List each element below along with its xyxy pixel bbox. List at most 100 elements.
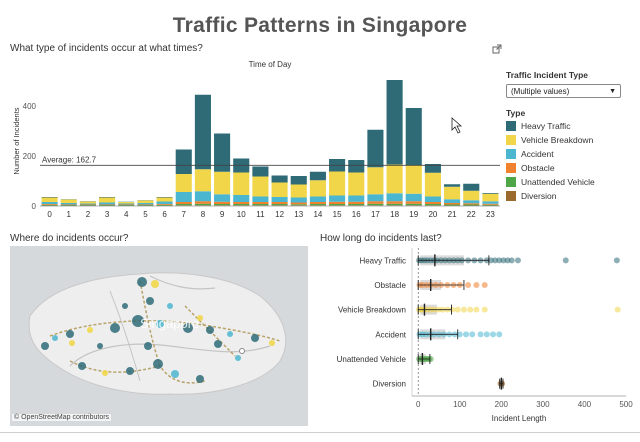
bar-segment-obstacle[interactable] (348, 201, 365, 204)
bar-segment-obstacle[interactable] (290, 202, 307, 205)
bar-segment-heavy-traffic[interactable] (482, 193, 499, 194)
bar-segment-heavy-traffic[interactable] (348, 160, 365, 173)
data-point[interactable] (496, 257, 503, 264)
bar-segment-unattended-vehicle[interactable] (233, 204, 250, 206)
legend-item-unattended-vehicle[interactable]: Unattended Vehicle (506, 176, 631, 188)
bar-segment-accident[interactable] (79, 203, 96, 205)
data-point[interactable] (460, 306, 467, 313)
bar-segment-unattended-vehicle[interactable] (41, 204, 58, 206)
bar-segment-obstacle[interactable] (175, 202, 192, 204)
bar-segment-obstacle[interactable] (424, 202, 441, 204)
bar-segment-vehicle-breakdown[interactable] (79, 201, 96, 204)
bar-segment-vehicle-breakdown[interactable] (348, 172, 365, 196)
bar-segment-unattended-vehicle[interactable] (424, 204, 441, 206)
bar-segment-unattended-vehicle[interactable] (386, 203, 403, 206)
data-point[interactable] (496, 331, 503, 338)
bar-segment-heavy-traffic[interactable] (424, 164, 441, 173)
bar-segment-vehicle-breakdown[interactable] (309, 180, 326, 197)
bar-segment-heavy-traffic[interactable] (290, 176, 307, 185)
bar-segment-heavy-traffic[interactable] (99, 197, 116, 198)
bar-segment-obstacle[interactable] (194, 201, 211, 204)
bar-segment-obstacle[interactable] (79, 204, 96, 206)
bar-segment-vehicle-breakdown[interactable] (482, 193, 499, 202)
bar-segment-heavy-traffic[interactable] (214, 133, 231, 172)
bar-segment-heavy-traffic[interactable] (386, 80, 403, 165)
bar-segment-accident[interactable] (99, 202, 116, 205)
bar-segment-unattended-vehicle[interactable] (60, 205, 77, 206)
bar-segment-obstacle[interactable] (99, 204, 116, 206)
bar-segment-accident[interactable] (60, 203, 77, 205)
bar-segment-accident[interactable] (463, 200, 480, 204)
data-point[interactable] (473, 306, 480, 313)
bar-segment-heavy-traffic[interactable] (444, 184, 461, 187)
bar-segment-unattended-vehicle[interactable] (194, 203, 211, 206)
bar-segment-vehicle-breakdown[interactable] (99, 197, 116, 203)
bar-segment-accident[interactable] (290, 197, 307, 203)
data-point[interactable] (487, 257, 494, 264)
bar-segment-obstacle[interactable] (386, 201, 403, 204)
data-point[interactable] (465, 282, 472, 288)
bar-segment-vehicle-breakdown[interactable] (424, 172, 441, 197)
bar-segment-heavy-traffic[interactable] (156, 197, 173, 198)
bar-segment-accident[interactable] (214, 194, 231, 202)
data-point[interactable] (481, 282, 488, 288)
data-point[interactable] (613, 257, 620, 264)
bar-segment-unattended-vehicle[interactable] (156, 204, 173, 206)
bar-segment-obstacle[interactable] (252, 202, 269, 204)
bar-segment-unattended-vehicle[interactable] (99, 205, 116, 206)
bar-segment-accident[interactable] (194, 191, 211, 202)
bar-segment-unattended-vehicle[interactable] (271, 204, 288, 206)
share-icon[interactable] (492, 44, 502, 54)
bar-segment-accident[interactable] (233, 195, 250, 202)
bar-segment-obstacle[interactable] (60, 204, 77, 206)
bar-segment-heavy-traffic[interactable] (405, 108, 422, 165)
incident-type-filter-dropdown[interactable]: (Multiple values) ▼ (506, 84, 621, 98)
bar-segment-vehicle-breakdown[interactable] (463, 190, 480, 201)
legend-item-accident[interactable]: Accident (506, 148, 631, 160)
bar-segment-heavy-traffic[interactable] (463, 183, 480, 191)
bar-segment-vehicle-breakdown[interactable] (214, 171, 231, 195)
bar-segment-vehicle-breakdown[interactable] (175, 174, 192, 192)
bar-segment-accident[interactable] (309, 196, 326, 203)
data-point[interactable] (500, 257, 507, 264)
bar-segment-heavy-traffic[interactable] (41, 197, 58, 198)
bar-segment-accident[interactable] (348, 195, 365, 202)
data-point[interactable] (514, 257, 521, 264)
bar-segment-obstacle[interactable] (137, 204, 154, 206)
bar-segment-heavy-traffic[interactable] (175, 149, 192, 175)
data-point[interactable] (454, 306, 461, 313)
bar-segment-vehicle-breakdown[interactable] (118, 202, 135, 204)
bar-segment-unattended-vehicle[interactable] (175, 204, 192, 206)
bar-segment-unattended-vehicle[interactable] (367, 203, 384, 206)
bar-segment-accident[interactable] (41, 202, 58, 204)
bar-segment-obstacle[interactable] (271, 202, 288, 204)
bar-segment-obstacle[interactable] (309, 202, 326, 204)
bar-segment-vehicle-breakdown[interactable] (41, 197, 58, 203)
bar-segment-accident[interactable] (405, 193, 422, 202)
bar-segment-heavy-traffic[interactable] (367, 129, 384, 168)
bar-segment-heavy-traffic[interactable] (252, 166, 269, 177)
bar-segment-obstacle[interactable] (482, 203, 499, 205)
bar-segment-vehicle-breakdown[interactable] (444, 186, 461, 200)
bar-segment-unattended-vehicle[interactable] (252, 204, 269, 206)
data-point[interactable] (508, 257, 515, 264)
bar-segment-unattended-vehicle[interactable] (214, 204, 231, 206)
bar-segment-unattended-vehicle[interactable] (444, 204, 461, 206)
bar-segment-vehicle-breakdown[interactable] (156, 197, 173, 202)
bar-segment-accident[interactable] (156, 201, 173, 205)
map-incident-markers[interactable] (41, 277, 275, 383)
data-point[interactable] (456, 331, 463, 338)
data-point[interactable] (614, 306, 621, 313)
legend-item-obstacle[interactable]: Obstacle (506, 162, 631, 174)
bar-segment-accident[interactable] (386, 193, 403, 202)
bar-segment-obstacle[interactable] (41, 204, 58, 205)
bar-segment-accident[interactable] (137, 203, 154, 205)
bar-segment-vehicle-breakdown[interactable] (252, 176, 269, 197)
bar-segment-vehicle-breakdown[interactable] (290, 184, 307, 198)
data-point[interactable] (467, 306, 474, 313)
incident-map[interactable]: Singapore (10, 246, 308, 426)
data-point[interactable] (477, 331, 484, 338)
bar-segment-unattended-vehicle[interactable] (79, 205, 96, 206)
legend-item-vehicle-breakdown[interactable]: Vehicle Breakdown (506, 134, 631, 146)
bar-segment-obstacle[interactable] (118, 204, 135, 206)
